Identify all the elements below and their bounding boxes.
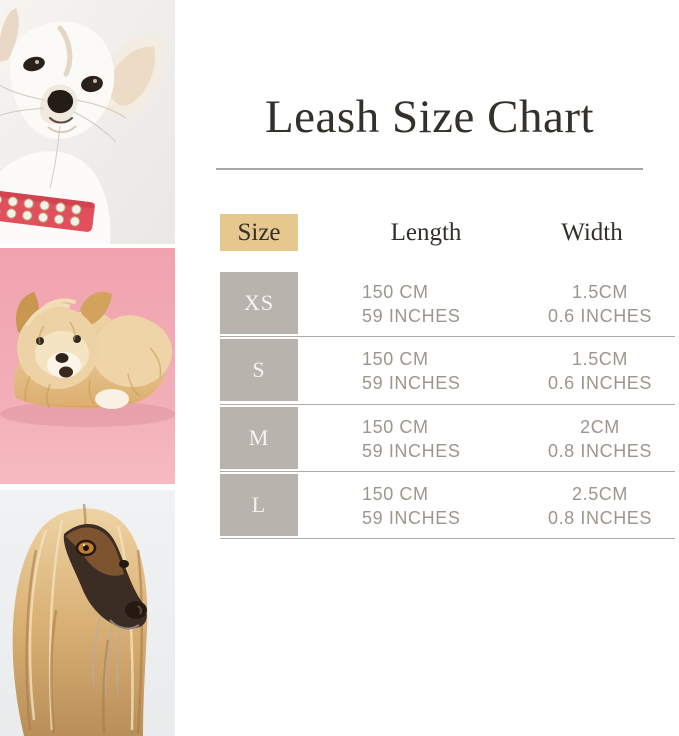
table-row-s: S 150 CM 59 INCHES 1.5CM 0.6 INCHES (216, 339, 679, 406)
column-header-width: Width (561, 218, 623, 246)
width-inches: 0.6 INCHES (547, 306, 653, 326)
width-cm: 1.5CM (571, 282, 628, 302)
red-collar (0, 189, 95, 232)
length-value: 150 CM 59 INCHES (362, 415, 460, 463)
length-inches: 59 INCHES (362, 440, 461, 461)
width-value: 1.5CM 0.6 INCHES (510, 280, 679, 328)
length-value: 150 CM 59 INCHES (362, 482, 460, 530)
afghan-hound-illustration (0, 490, 175, 736)
width-value: 2.5CM 0.8 INCHES (510, 482, 679, 530)
width-cm: 2.5CM (571, 483, 628, 504)
width-cm: 2CM (580, 416, 620, 437)
length-inches: 59 INCHES (362, 306, 461, 326)
table-row-m: M 150 CM 59 INCHES 2CM 0.8 INCHES (216, 406, 679, 474)
width-value: 2CM 0.8 INCHES (510, 415, 679, 463)
size-table-rows: XS 150 CM 59 INCHES 1.5CM 0.6 INCHES S 1… (216, 272, 679, 541)
photo-afghan-hound (0, 490, 175, 736)
photo-chihuahua (0, 0, 175, 244)
chihuahua-illustration (0, 0, 175, 244)
page-title: Leash Size Chart (264, 91, 595, 143)
width-inches: 0.8 INCHES (547, 440, 653, 461)
width-inches: 0.8 INCHES (547, 507, 653, 528)
length-inches: 59 INCHES (362, 507, 461, 528)
table-row-xs: XS 150 CM 59 INCHES 1.5CM 0.6 INCHES (216, 272, 679, 339)
puppy-illustration (0, 248, 175, 484)
width-inches: 0.6 INCHES (547, 373, 653, 394)
size-cell: M (220, 406, 298, 469)
photo-puppy (0, 248, 175, 484)
title-divider (216, 168, 643, 170)
length-value: 150 CM 59 INCHES (362, 280, 460, 328)
table-row-l: L 150 CM 59 INCHES 2.5CM 0.8 INCHES (216, 473, 679, 541)
length-value: 150 CM 59 INCHES (362, 347, 460, 395)
length-cm: 150 CM (362, 483, 429, 504)
size-cell: S (220, 339, 298, 402)
column-header-size: Size (220, 214, 298, 251)
column-header-length: Length (390, 218, 462, 246)
width-cm: 1.5CM (571, 349, 628, 370)
length-inches: 59 INCHES (362, 373, 461, 394)
length-cm: 150 CM (362, 349, 429, 370)
width-value: 1.5CM 0.6 INCHES (510, 347, 679, 395)
length-cm: 150 CM (362, 282, 429, 302)
size-cell: L (220, 473, 298, 536)
size-cell: XS (220, 272, 298, 334)
length-cm: 150 CM (362, 416, 429, 437)
